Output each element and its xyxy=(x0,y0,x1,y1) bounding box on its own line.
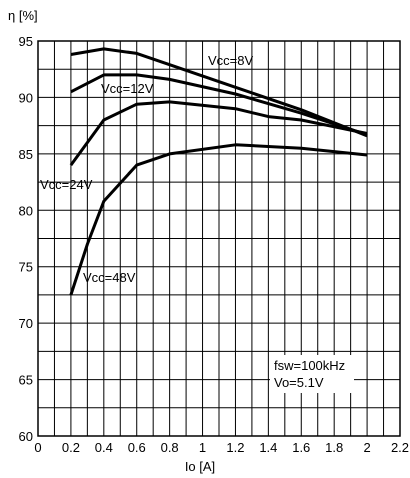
x-tick-label: 0.2 xyxy=(62,440,80,455)
y-axis-label: η [%] xyxy=(8,8,38,23)
y-axis-ticks: 60 65 70 75 80 85 90 95 xyxy=(19,34,33,444)
x-tick-label: 1.2 xyxy=(226,440,244,455)
x-tick-label: 1.8 xyxy=(325,440,343,455)
x-tick-label: 1.6 xyxy=(292,440,310,455)
series-label-vcc-24v: Vcc=24V xyxy=(40,177,93,192)
series-label-vcc-48v: Vcc=48V xyxy=(83,270,136,285)
y-tick-label: 90 xyxy=(19,90,33,105)
output-voltage-note: Vo=5.1V xyxy=(274,375,324,390)
y-tick-label: 75 xyxy=(19,260,33,275)
switching-frequency-note: fsw=100kHz xyxy=(274,358,345,373)
x-axis-ticks: 0 0.2 0.4 0.6 0.8 1 1.2 1.4 1.6 1.8 2 2.2 xyxy=(34,440,409,455)
x-axis-label: Io [A] xyxy=(185,459,215,474)
x-tick-label: 1.4 xyxy=(259,440,277,455)
y-tick-label: 60 xyxy=(19,429,33,444)
series-label-vcc-8v: Vcc=8V xyxy=(208,53,253,68)
y-tick-label: 85 xyxy=(19,147,33,162)
x-tick-label: 1 xyxy=(199,440,206,455)
y-tick-label: 65 xyxy=(19,373,33,388)
x-tick-label: 0.4 xyxy=(95,440,113,455)
x-tick-label: 0.6 xyxy=(128,440,146,455)
x-tick-label: 0 xyxy=(34,440,41,455)
x-tick-label: 0.8 xyxy=(161,440,179,455)
y-tick-label: 70 xyxy=(19,316,33,331)
x-tick-label: 2 xyxy=(363,440,370,455)
y-tick-label: 80 xyxy=(19,203,33,218)
y-tick-label: 95 xyxy=(19,34,33,49)
series-label-vcc-12v: Vcc=12V xyxy=(101,81,154,96)
x-tick-label: 2.2 xyxy=(391,440,409,455)
